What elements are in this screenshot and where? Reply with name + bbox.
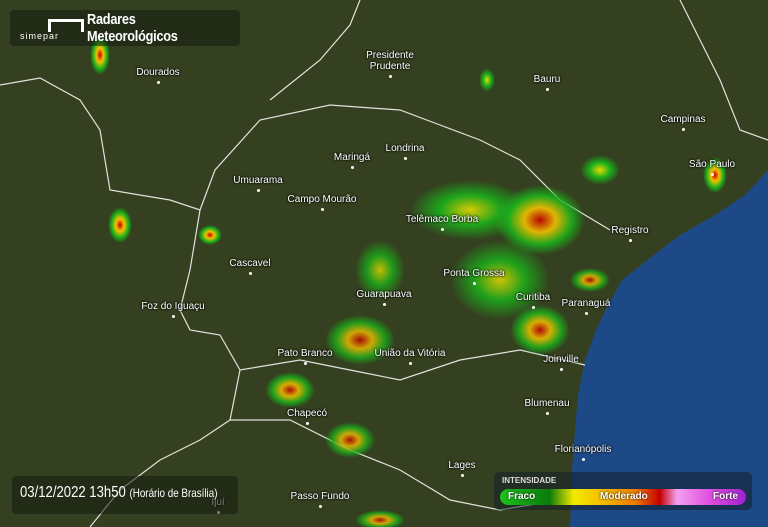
city-label: Registro (611, 225, 649, 236)
city-marker (532, 306, 535, 309)
city-marker (560, 368, 563, 371)
city-marker (304, 362, 307, 365)
city-marker (321, 208, 324, 211)
city-marker (473, 282, 476, 285)
city-marker (404, 157, 407, 160)
city-label: Ponta Grossa (443, 268, 505, 279)
city-label: Paranaguá (561, 298, 611, 309)
simepar-logo: simepar (20, 17, 84, 41)
radar-echoes (90, 35, 727, 527)
city-label: Campinas (660, 114, 706, 125)
city-label: Dourados (136, 67, 180, 78)
city-marker (582, 458, 585, 461)
city-marker (172, 315, 175, 318)
city-label: Umuarama (233, 175, 283, 186)
legend-low: Fraco (508, 491, 536, 502)
city-label: Curitiba (515, 292, 551, 303)
city-marker (157, 81, 160, 84)
legend-high: Forte (713, 491, 738, 502)
ocean (570, 170, 768, 527)
city-marker (585, 312, 588, 315)
city-label: Chapecó (286, 408, 328, 419)
city-label: Londrina (385, 143, 425, 154)
city-label: Cascavel (229, 258, 271, 269)
city-label: Presidente Prudente (366, 50, 414, 72)
city-marker (306, 422, 309, 425)
city-marker (546, 412, 549, 415)
city-label: Pato Branco (277, 348, 333, 359)
city-label: São Paulo (688, 159, 736, 170)
city-marker (257, 189, 260, 192)
legend-mid: Moderado (600, 491, 648, 502)
city-label: Passo Fundo (290, 491, 350, 502)
timestamp-timezone: (Horário de Brasília) (129, 486, 218, 500)
city-marker (319, 505, 322, 508)
intensity-scale-bar: Fraco Moderado Forte (500, 489, 746, 505)
city-label: Telêmaco Borba (405, 214, 479, 225)
city-label: Campo Mourão (287, 194, 357, 205)
city-marker (546, 88, 549, 91)
city-marker (441, 228, 444, 231)
city-label: Maringá (333, 152, 371, 163)
page-title: Radares Meteorológicos (86, 11, 178, 45)
city-label: Lages (448, 460, 476, 471)
city-marker (249, 272, 252, 275)
timestamp-panel: 03/12/2022 13h50 (Horário de Brasília) (12, 476, 238, 514)
timestamp-date: 03/12/2022 13h50 (20, 484, 126, 501)
city-label: União da Vitória (374, 348, 446, 359)
city-label: Foz do Iguaçu (141, 301, 205, 312)
city-label: Joinville (543, 354, 579, 365)
city-marker (461, 474, 464, 477)
city-marker (682, 128, 685, 131)
city-label: Florianópolis (554, 444, 612, 455)
legend-title: INTENSIDADE (502, 476, 557, 485)
city-marker (383, 303, 386, 306)
city-marker (409, 362, 412, 365)
city-label: Blumenau (524, 398, 570, 409)
city-label: Guarapuava (356, 289, 412, 300)
city-marker (389, 75, 392, 78)
city-label: Bauru (533, 74, 561, 85)
city-marker (711, 173, 714, 176)
header-panel: simepar Radares Meteorológicos (10, 10, 240, 46)
city-marker (629, 239, 632, 242)
city-marker (351, 166, 354, 169)
intensity-legend: INTENSIDADE Fraco Moderado Forte (494, 472, 752, 510)
